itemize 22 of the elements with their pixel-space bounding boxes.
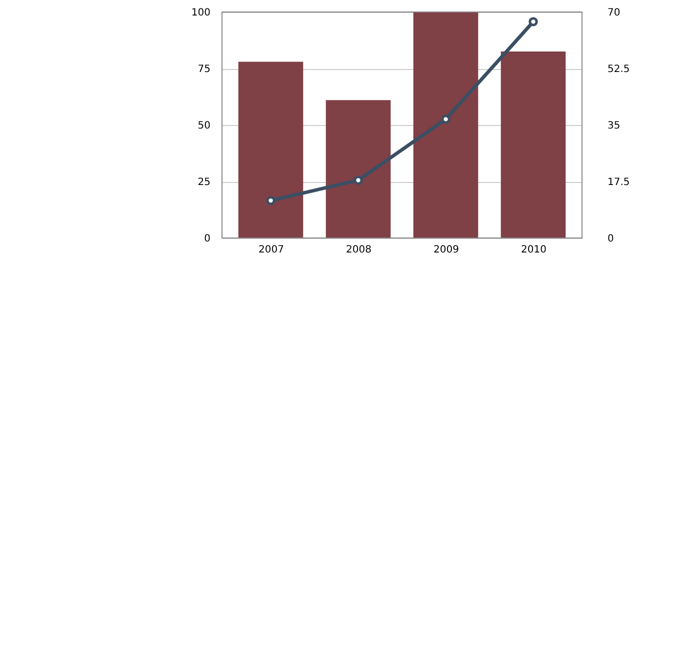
y2-tick-label: 35 [608, 120, 620, 132]
y2-tick-label: 70 [608, 8, 620, 18]
y2-tick-label: 0 [608, 234, 614, 244]
point [266, 196, 276, 206]
x-tick-label: 2009 [434, 244, 459, 256]
point [528, 17, 538, 26]
bar [326, 100, 391, 238]
y-tick-label: 50 [198, 120, 210, 132]
bar [238, 62, 304, 238]
x-tick-label: 2010 [521, 244, 546, 256]
x-tick-label: 2008 [346, 244, 372, 256]
y-tick-label: 75 [198, 64, 210, 75]
y2-tick-label: 17.5 [608, 177, 630, 188]
bar [413, 12, 478, 238]
bar [500, 52, 566, 238]
y-tick-label: 100 [191, 8, 210, 18]
point [354, 176, 363, 185]
x-tick-label: 2007 [258, 244, 284, 256]
y-tick-label: 0 [204, 234, 210, 244]
y-tick-label: 25 [198, 177, 210, 188]
y2-tick-label: 52.5 [608, 64, 630, 75]
point [441, 114, 450, 124]
